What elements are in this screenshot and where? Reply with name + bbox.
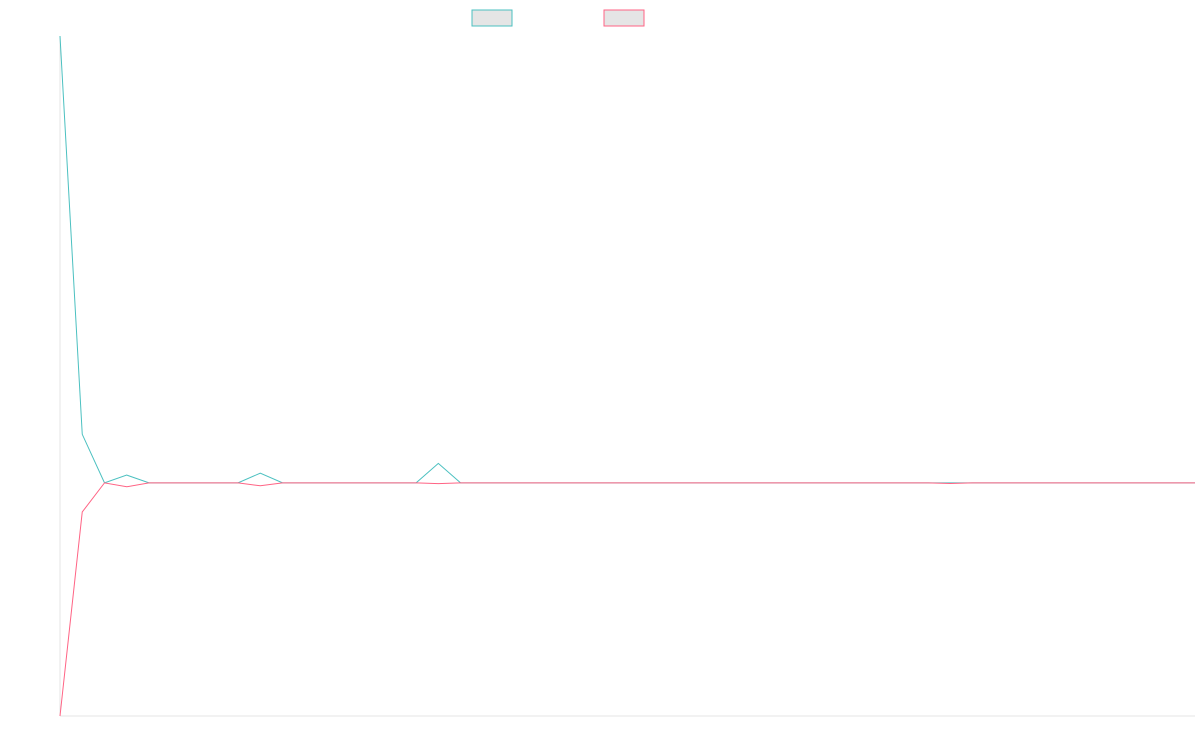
legend-swatch-2[interactable] xyxy=(603,9,645,27)
series-line-2 xyxy=(59,482,1195,717)
series-lines xyxy=(59,35,1195,717)
legend xyxy=(471,9,645,27)
axes xyxy=(59,36,1195,717)
series-line-1 xyxy=(59,35,1195,484)
legend-swatch-1[interactable] xyxy=(471,9,513,27)
